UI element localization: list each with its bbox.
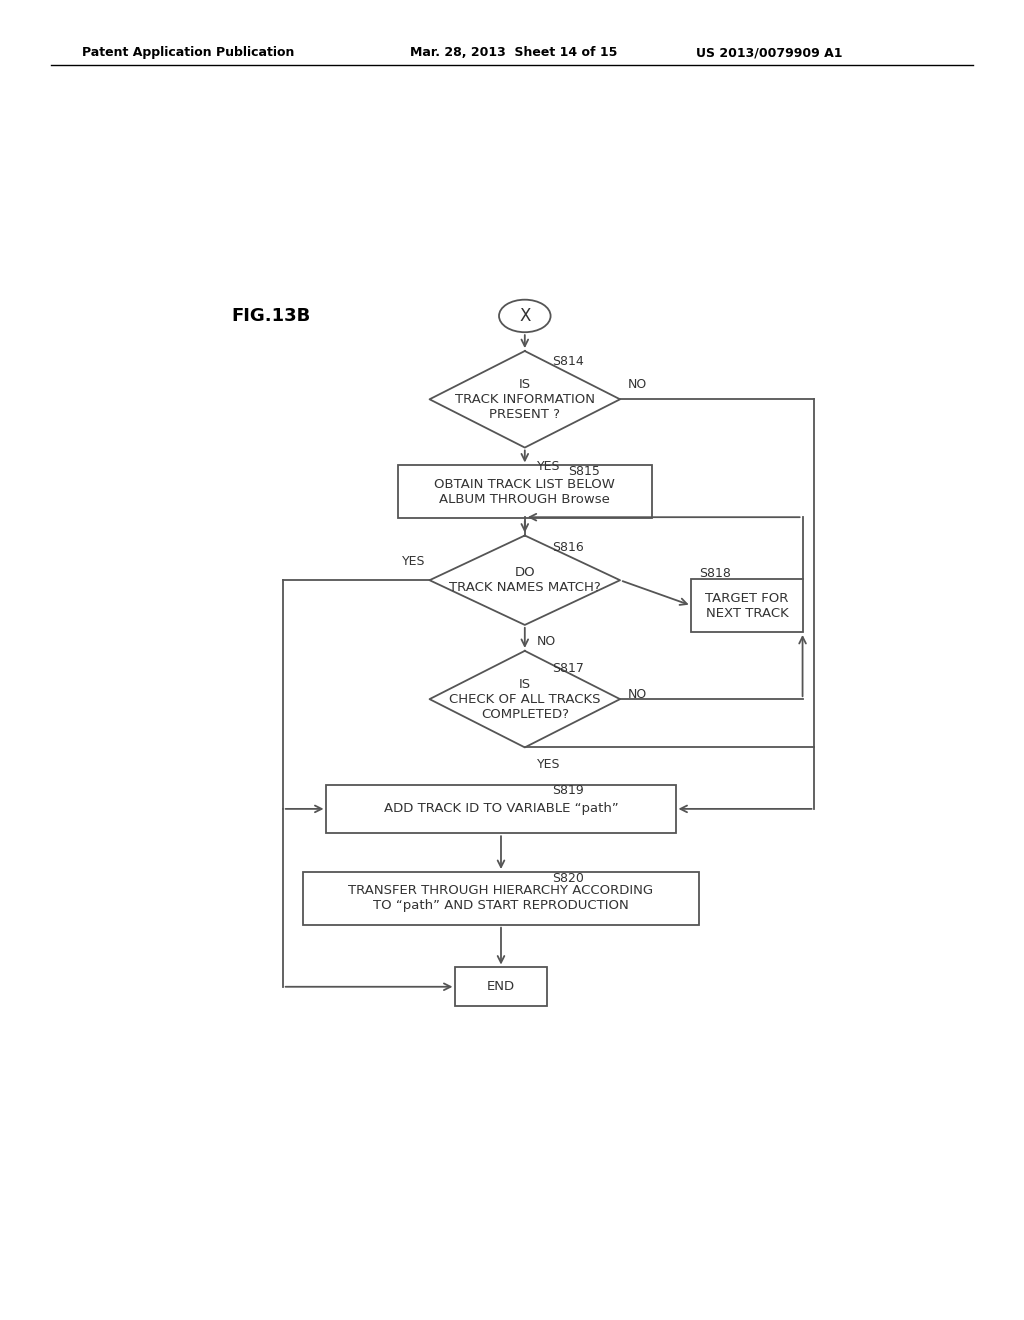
Text: S818: S818 (699, 566, 731, 579)
Text: Patent Application Publication: Patent Application Publication (82, 46, 294, 59)
Text: YES: YES (402, 554, 426, 568)
Text: X: X (519, 308, 530, 325)
Text: NO: NO (628, 688, 647, 701)
Text: YES: YES (537, 758, 560, 771)
Text: IS
TRACK INFORMATION
PRESENT ?: IS TRACK INFORMATION PRESENT ? (455, 378, 595, 421)
Text: S819: S819 (553, 784, 585, 797)
Text: DO
TRACK NAMES MATCH?: DO TRACK NAMES MATCH? (449, 566, 601, 594)
Text: S814: S814 (553, 355, 585, 368)
Text: YES: YES (537, 459, 560, 473)
Text: ADD TRACK ID TO VARIABLE “path”: ADD TRACK ID TO VARIABLE “path” (384, 803, 618, 816)
Text: IS
CHECK OF ALL TRACKS
COMPLETED?: IS CHECK OF ALL TRACKS COMPLETED? (450, 677, 600, 721)
Text: S816: S816 (553, 541, 585, 554)
Text: US 2013/0079909 A1: US 2013/0079909 A1 (696, 46, 843, 59)
Text: TARGET FOR
NEXT TRACK: TARGET FOR NEXT TRACK (706, 591, 788, 619)
Text: NO: NO (537, 635, 556, 648)
Text: S817: S817 (553, 663, 585, 675)
Text: S815: S815 (568, 465, 600, 478)
Text: END: END (487, 981, 515, 993)
Text: S820: S820 (553, 871, 585, 884)
Text: NO: NO (628, 378, 647, 391)
Text: TRANSFER THROUGH HIERARCHY ACCORDING
TO “path” AND START REPRODUCTION: TRANSFER THROUGH HIERARCHY ACCORDING TO … (348, 884, 653, 912)
Text: Mar. 28, 2013  Sheet 14 of 15: Mar. 28, 2013 Sheet 14 of 15 (410, 46, 617, 59)
Text: FIG.13B: FIG.13B (231, 308, 310, 325)
Text: OBTAIN TRACK LIST BELOW
ALBUM THROUGH Browse: OBTAIN TRACK LIST BELOW ALBUM THROUGH Br… (434, 478, 615, 506)
